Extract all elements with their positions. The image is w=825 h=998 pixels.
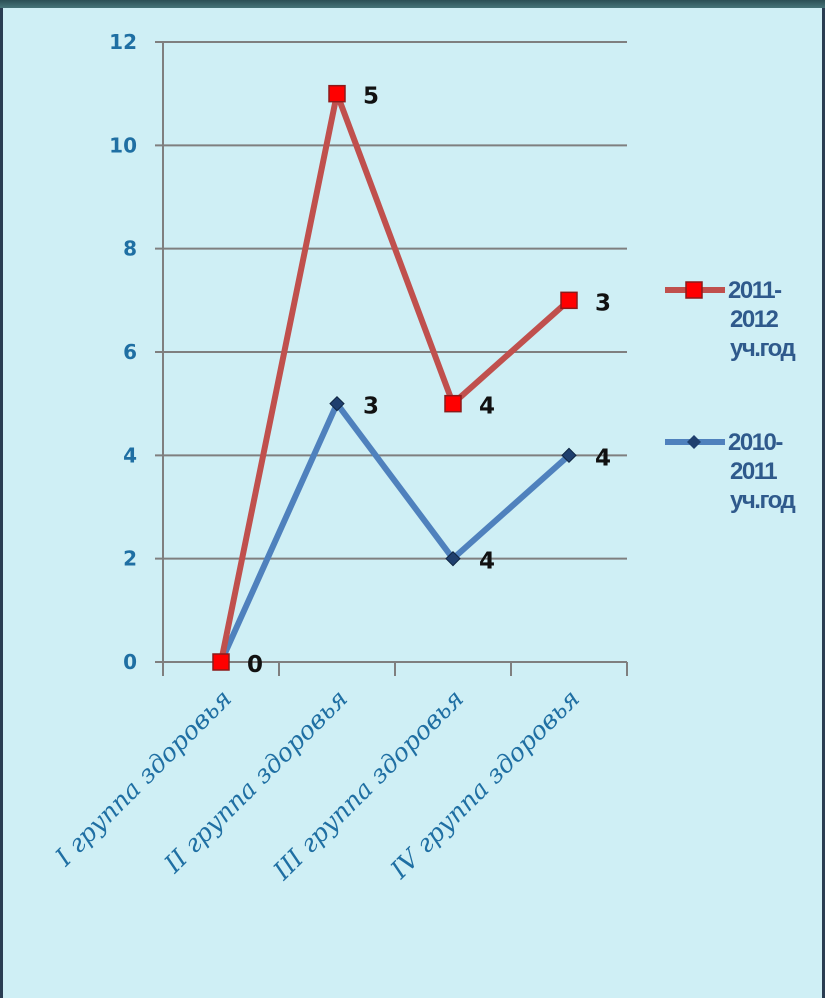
legend-label-line: уч.год xyxy=(730,335,795,362)
x-category-label: III группа здоровья xyxy=(267,684,469,886)
data-label: 0 xyxy=(247,652,263,678)
data-label: 3 xyxy=(595,290,611,316)
data-point-square xyxy=(212,653,230,671)
data-point-diamond xyxy=(445,550,461,567)
y-tick-label-6: 6 xyxy=(123,340,137,364)
data-label: 5 xyxy=(363,84,379,110)
data-label: 4 xyxy=(479,394,495,420)
data-label: 3 xyxy=(363,394,379,420)
y-tick-label-10: 10 xyxy=(109,133,137,157)
y-tick-label-8: 8 xyxy=(123,237,137,261)
data-point-square xyxy=(328,84,346,103)
legend-label-line: уч.год xyxy=(730,487,795,514)
y-tick-label-2: 2 xyxy=(123,547,137,571)
data-point-square xyxy=(560,291,578,310)
y-tick-label-12: 12 xyxy=(109,30,137,54)
data-label: 4 xyxy=(595,445,611,471)
legend-label-line: 2010- xyxy=(728,429,783,456)
data-label: 4 xyxy=(479,549,495,575)
data-point-square xyxy=(444,394,462,413)
series-line-1 xyxy=(218,400,571,664)
legend-marker-diamond xyxy=(687,435,701,449)
x-category-label: IV группа здоровья xyxy=(384,684,585,885)
y-tick-label-4: 4 xyxy=(123,443,137,467)
legend-label-line: 2012 xyxy=(730,306,779,333)
y-tick-label-0: 0 xyxy=(123,650,137,674)
legend-label-line: 2011- xyxy=(728,277,782,304)
legend-label-line: 2011 xyxy=(730,458,777,485)
series-line-0 xyxy=(218,90,571,663)
top-bar xyxy=(0,0,825,10)
legend-marker-square xyxy=(685,281,703,299)
data-point-diamond xyxy=(561,447,577,464)
data-point-diamond xyxy=(329,395,345,412)
